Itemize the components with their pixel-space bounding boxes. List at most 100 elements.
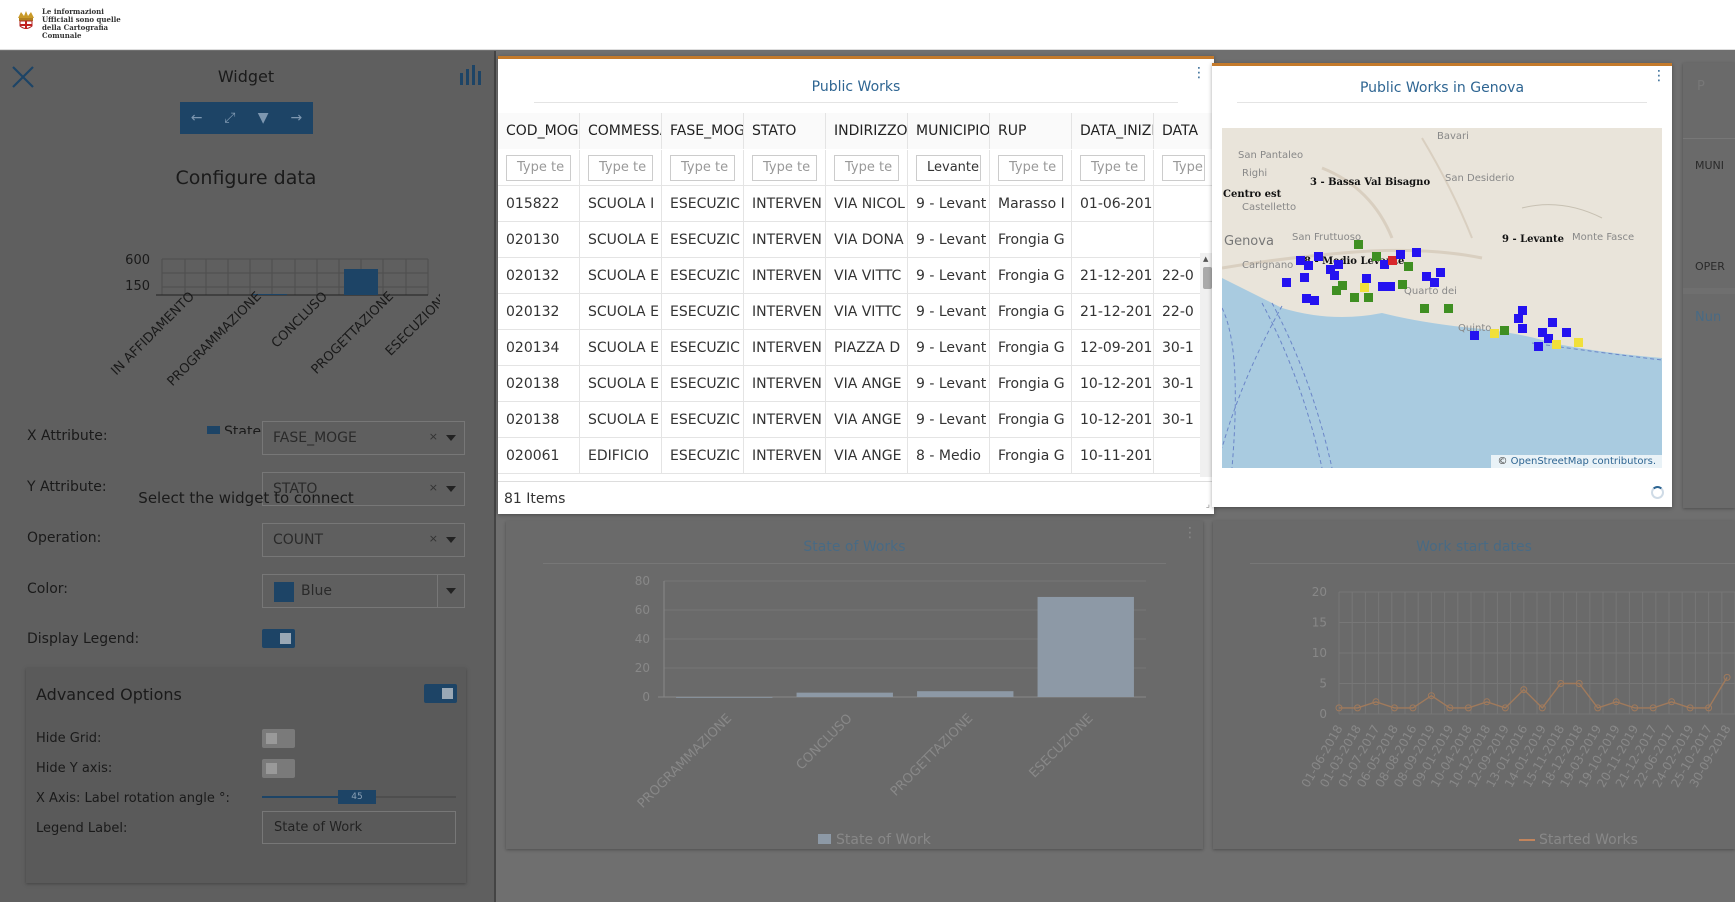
map-marker[interactable] — [1436, 268, 1445, 277]
data-point[interactable] — [1668, 698, 1676, 706]
map-marker[interactable] — [1404, 262, 1413, 271]
map-marker[interactable] — [1500, 326, 1509, 335]
data-point[interactable] — [1612, 698, 1620, 706]
table-row[interactable]: 020138 SCUOLA E ESECUZIC INTERVEN VIA ANGE 9 … — [498, 402, 1214, 438]
map-marker[interactable] — [1538, 328, 1547, 337]
advanced-options-toggle[interactable] — [424, 684, 457, 703]
bar[interactable] — [1037, 596, 1134, 697]
map-marker[interactable] — [1388, 256, 1397, 265]
filter-input[interactable]: Type te — [1080, 155, 1145, 181]
clear-icon[interactable]: × — [428, 481, 438, 494]
map-marker[interactable] — [1444, 304, 1453, 313]
map-marker[interactable] — [1470, 331, 1479, 340]
map-widget[interactable]: Public Works in Genova ⋮ 3 - Bassa Val B… — [1212, 63, 1672, 507]
public-works-table-widget[interactable]: Public Works ⋮ COD_MOGECOMMESSAFASE_MOGE… — [498, 56, 1214, 514]
chevron-down-icon[interactable] — [446, 486, 456, 492]
state-of-works-widget[interactable]: State of Works ⋮ 0 20 40 60 80 PROGRAMMAZIONE… — [506, 521, 1203, 849]
column-header[interactable]: FASE_MOGE — [662, 113, 744, 149]
data-point[interactable] — [1501, 704, 1509, 712]
map-marker[interactable] — [1378, 282, 1387, 291]
map-marker[interactable] — [1490, 329, 1499, 338]
more-options-icon[interactable]: ⋮ — [1652, 68, 1666, 84]
map-marker[interactable] — [1364, 293, 1373, 302]
data-point[interactable] — [1705, 704, 1713, 712]
map-marker[interactable] — [1334, 260, 1343, 269]
filter-input[interactable]: Type te — [752, 155, 817, 181]
legend-label-input[interactable]: State of Work — [262, 811, 456, 844]
data-point[interactable] — [1631, 704, 1639, 712]
filter-input[interactable]: Type te — [506, 155, 571, 181]
data-point[interactable] — [1723, 673, 1731, 681]
map-marker[interactable] — [1544, 334, 1553, 343]
data-point[interactable] — [1686, 704, 1694, 712]
data-point[interactable] — [1353, 704, 1361, 712]
chevron-down-icon[interactable] — [446, 537, 456, 543]
data-point[interactable] — [1335, 704, 1343, 712]
expand-icon[interactable]: ⤢ — [224, 110, 236, 126]
map-marker[interactable] — [1514, 314, 1523, 323]
map-marker[interactable] — [1412, 248, 1421, 257]
map-marker[interactable] — [1396, 250, 1405, 259]
column-header[interactable]: STATO — [744, 113, 826, 149]
map-marker[interactable] — [1398, 280, 1407, 289]
map-marker[interactable] — [1518, 324, 1527, 333]
data-point[interactable] — [1390, 704, 1398, 712]
more-options-icon[interactable]: ⋮ — [1192, 65, 1206, 81]
map-marker[interactable] — [1296, 256, 1305, 265]
hide-grid-toggle[interactable] — [262, 729, 295, 748]
data-point[interactable] — [1557, 680, 1565, 687]
column-header[interactable]: RUP — [990, 113, 1072, 149]
work-start-dates-widget[interactable]: Work start dates 0 5 10 15 20 01-06-2018 01-03… — [1213, 521, 1735, 849]
clear-icon[interactable]: × — [428, 430, 438, 443]
map-marker[interactable] — [1420, 304, 1429, 313]
column-header[interactable]: COD_MOGE — [498, 113, 580, 149]
bar[interactable] — [676, 697, 773, 698]
filter-input[interactable]: Type te — [834, 155, 899, 181]
vertical-scrollbar[interactable]: ▲ ▼ — [1200, 253, 1214, 477]
filter-input[interactable]: Type te — [588, 155, 653, 181]
column-header[interactable]: INDIRIZZO — [826, 113, 908, 149]
bar[interactable] — [796, 692, 893, 697]
map-marker[interactable] — [1422, 272, 1431, 281]
map-marker[interactable] — [1372, 252, 1381, 261]
data-point[interactable] — [1520, 686, 1528, 694]
column-header[interactable]: COMMESSA — [580, 113, 662, 149]
rotation-slider-handle[interactable]: 45 — [338, 790, 376, 804]
filter-icon[interactable]: ▼ — [257, 110, 269, 126]
map-marker[interactable] — [1330, 271, 1339, 280]
data-point[interactable] — [1538, 704, 1546, 712]
display-legend-toggle[interactable] — [262, 629, 295, 648]
data-point[interactable] — [1649, 704, 1657, 712]
map-marker[interactable] — [1574, 338, 1583, 347]
map-marker[interactable] — [1552, 340, 1561, 349]
filter-input[interactable]: Type te — [998, 155, 1063, 181]
map-marker[interactable] — [1350, 293, 1359, 302]
map-marker[interactable] — [1562, 328, 1571, 337]
filter-input[interactable]: Type te — [1162, 155, 1205, 181]
map-marker[interactable] — [1282, 278, 1291, 287]
bar-chart-icon[interactable] — [458, 63, 484, 87]
table-row[interactable]: 015822 SCUOLA I ESECUZIC INTERVEN VIA NICOL 9… — [498, 186, 1214, 222]
clear-icon[interactable]: × — [428, 532, 438, 545]
map-marker[interactable] — [1354, 240, 1363, 249]
close-icon[interactable] — [11, 65, 35, 89]
map-marker[interactable] — [1362, 274, 1371, 283]
data-point[interactable] — [1409, 704, 1417, 712]
data-point[interactable] — [1594, 704, 1602, 712]
map-marker[interactable] — [1304, 261, 1313, 270]
arrow-right-icon[interactable]: → — [290, 110, 303, 126]
bar[interactable] — [917, 691, 1014, 697]
x-attribute-select[interactable]: FASE_MOGE × — [262, 421, 465, 455]
column-header[interactable]: DATA_INIZIO — [1072, 113, 1154, 149]
data-point[interactable] — [1446, 704, 1454, 712]
data-point[interactable] — [1464, 704, 1472, 712]
resize-handle-icon[interactable]: ⌟ — [1205, 500, 1210, 510]
data-point[interactable] — [1372, 698, 1380, 706]
map-marker[interactable] — [1534, 342, 1543, 351]
chevron-down-icon[interactable] — [446, 435, 456, 441]
map-marker[interactable] — [1380, 260, 1389, 269]
hide-y-axis-toggle[interactable] — [262, 759, 295, 778]
table-row[interactable]: 020138 SCUOLA E ESECUZIC INTERVEN VIA ANGE 9 … — [498, 366, 1214, 402]
map-marker[interactable] — [1338, 281, 1347, 290]
